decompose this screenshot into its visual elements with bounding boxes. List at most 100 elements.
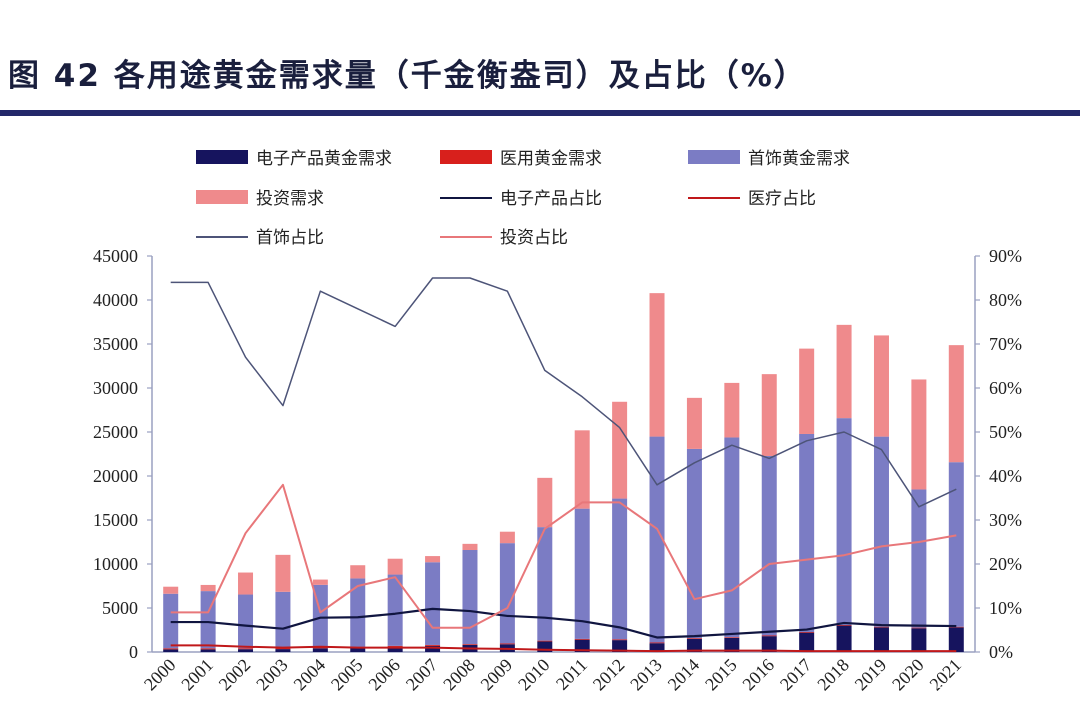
bar-medical-2014 — [686, 638, 702, 639]
bar-jewelry-2012 — [612, 498, 628, 640]
bar-jewelry-2007 — [425, 562, 441, 645]
bar-investment-2002 — [238, 572, 254, 595]
x-tick-label: 2009 — [477, 655, 517, 695]
x-tick-label: 2001 — [177, 655, 217, 695]
bar-jewelry-2005 — [350, 578, 366, 648]
bar-investment-2017 — [799, 348, 815, 434]
bar-medical-2004 — [312, 647, 328, 649]
y-tick-label: 45000 — [93, 246, 138, 266]
x-tick-label: 2020 — [888, 655, 928, 695]
bar-electronics-2021 — [948, 627, 964, 652]
bar-electronics-2003 — [275, 649, 291, 652]
bar-medical-2009 — [499, 643, 515, 645]
legend-swatch — [196, 150, 248, 164]
bar-electronics-2001 — [200, 649, 216, 652]
y2-tick-label: 90% — [989, 246, 1022, 266]
bar-jewelry-2017 — [799, 433, 815, 632]
bar-medical-2017 — [799, 631, 815, 633]
x-tick-label: 2005 — [327, 655, 367, 695]
line-jewelry_ratio — [170, 277, 957, 508]
y-tick-label: 15000 — [93, 510, 138, 530]
bar-electronics-2016 — [761, 636, 777, 652]
bar-investment-2016 — [761, 374, 777, 456]
y-tick-label: 10000 — [93, 554, 138, 574]
bar-electronics-2011 — [574, 639, 590, 652]
legend-label: 投资占比 — [500, 228, 568, 248]
bar-jewelry-2018 — [836, 418, 852, 625]
legend-label: 医用黄金需求 — [500, 149, 602, 169]
bar-investment-2009 — [499, 531, 515, 544]
bar-jewelry-2006 — [387, 574, 403, 646]
legend-label: 医疗占比 — [748, 189, 816, 209]
line-investment_ratio — [170, 483, 957, 629]
bar-electronics-2019 — [873, 627, 889, 652]
x-tick-label: 2015 — [701, 655, 741, 695]
bar-jewelry-2008 — [462, 550, 478, 645]
watermarks: 大数跨境 未来智库 — [13, 671, 1007, 704]
bar-electronics-2004 — [312, 648, 328, 652]
bar-medical-2003 — [275, 648, 291, 650]
legend-label: 投资需求 — [256, 189, 324, 209]
x-tick-label: 2011 — [552, 655, 591, 694]
legend-item-medical: 医用黄金需求 — [440, 149, 602, 169]
y-tick-label: 40000 — [93, 290, 138, 310]
bar-electronics-2018 — [836, 625, 852, 652]
bar-investment-2012 — [612, 401, 628, 499]
bar-investment-2007 — [425, 556, 441, 563]
bar-investment-2004 — [312, 579, 328, 585]
ratio-lines — [170, 277, 957, 653]
bar-investment-2021 — [948, 345, 964, 463]
bar-jewelry-2013 — [649, 436, 665, 643]
bar-medical-2001 — [200, 648, 216, 650]
bars — [163, 293, 964, 652]
bar-investment-2008 — [462, 543, 478, 551]
bar-investment-2003 — [275, 554, 291, 592]
y-tick-label: 0 — [129, 642, 138, 662]
y-tick-label: 20000 — [93, 466, 138, 486]
y2-tick-label: 0% — [989, 642, 1013, 662]
bar-investment-2000 — [163, 586, 179, 594]
legend-item-electronics_ratio: 电子产品占比 — [440, 189, 602, 209]
y-tick-label: 30000 — [93, 378, 138, 398]
bar-investment-2001 — [200, 584, 216, 592]
legend-swatch — [688, 150, 740, 164]
bar-electronics-2005 — [350, 647, 366, 652]
bar-medical-2007 — [425, 644, 441, 646]
x-tick-label: 2018 — [813, 655, 853, 695]
bar-jewelry-2014 — [686, 448, 702, 639]
bar-electronics-2017 — [799, 632, 815, 652]
bar-electronics-2002 — [238, 649, 254, 652]
legend-item-investment: 投资需求 — [196, 189, 324, 209]
bar-investment-2015 — [724, 382, 740, 438]
legend-label: 电子产品占比 — [500, 189, 602, 209]
bar-medical-2020 — [911, 627, 927, 629]
legend-item-jewelry_ratio: 首饰占比 — [196, 228, 324, 248]
x-tick-label: 2014 — [664, 655, 704, 695]
watermark-left-text: 大数跨境 — [44, 675, 116, 696]
bar-investment-2019 — [873, 335, 889, 437]
title-rule — [0, 110, 1080, 116]
bar-investment-2013 — [649, 293, 665, 437]
legend-label: 首饰占比 — [256, 228, 324, 248]
y2-tick-label: 80% — [989, 290, 1022, 310]
bar-electronics-2012 — [612, 640, 628, 652]
y2-tick-label: 40% — [989, 466, 1022, 486]
bar-investment-2006 — [387, 558, 403, 575]
y2-tick-label: 30% — [989, 510, 1022, 530]
bar-investment-2018 — [836, 324, 852, 419]
y-tick-label: 35000 — [93, 334, 138, 354]
bar-jewelry-2002 — [238, 594, 254, 649]
bar-jewelry-2009 — [499, 543, 515, 644]
x-tick-label: 2012 — [589, 655, 629, 695]
bar-electronics-2006 — [387, 646, 403, 652]
legend-item-jewelry: 首饰黄金需求 — [688, 149, 850, 169]
bar-medical-2018 — [836, 624, 852, 626]
bar-jewelry-2010 — [537, 527, 553, 641]
x-tick-label: 2003 — [252, 655, 292, 695]
bar-medical-2008 — [462, 644, 478, 645]
bar-medical-2011 — [574, 638, 590, 640]
bar-electronics-2014 — [686, 638, 702, 652]
bar-jewelry-2020 — [911, 489, 927, 628]
